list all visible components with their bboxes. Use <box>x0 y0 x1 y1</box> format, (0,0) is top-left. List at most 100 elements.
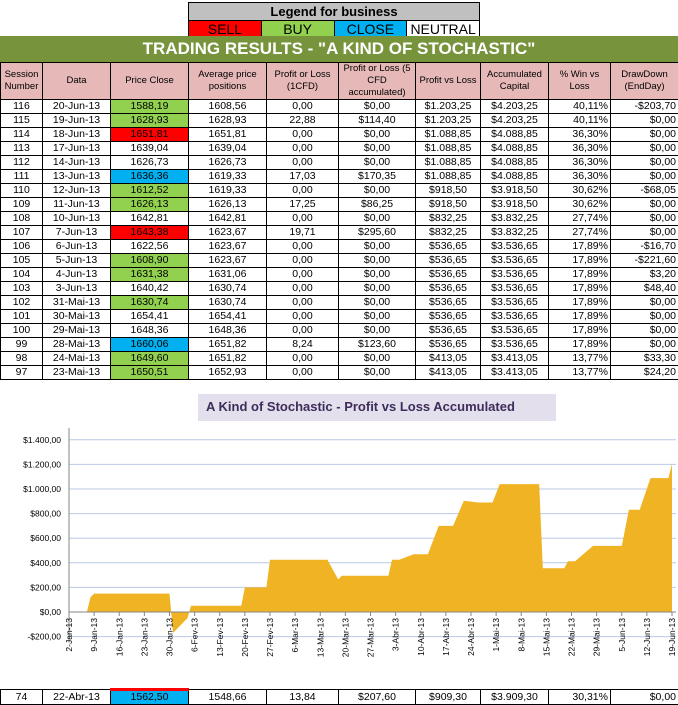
x-tick-label: 2-Jan-13 <box>64 618 74 652</box>
table-cell: $0,00 <box>611 128 678 142</box>
x-tick-label: 27-Mar-13 <box>366 618 376 657</box>
price-close-cell: 1649,60 <box>111 352 189 366</box>
table-cell: 114 <box>1 128 43 142</box>
table-cell: $832,25 <box>416 226 481 240</box>
table-cell: 1648,36 <box>189 324 267 338</box>
table-cell: $3.413,05 <box>481 366 549 380</box>
table-cell: $0,00 <box>611 296 678 310</box>
table-cell: 36,30% <box>549 128 611 142</box>
table-cell: 30,31% <box>549 690 611 705</box>
table-cell: 1630,74 <box>189 296 267 310</box>
table-cell: 1654,41 <box>189 310 267 324</box>
profit-loss-chart: -$200,00$0,00$200,00$400,00$600,00$800,0… <box>0 425 678 687</box>
x-tick-label: 5-Jun-13 <box>617 618 627 652</box>
legend-sell: SELL <box>189 21 262 37</box>
price-close-cell: 1648,36 <box>111 324 189 338</box>
table-cell: $48,40 <box>611 282 678 296</box>
x-tick-label: 20-Fev-13 <box>240 618 250 657</box>
table-cell: 112 <box>1 156 43 170</box>
table-cell: 1619,33 <box>189 170 267 184</box>
column-header: Profit or Loss (1CFD) <box>267 63 339 100</box>
x-tick-label: 24-Abr-13 <box>466 618 476 656</box>
table-cell: $0,00 <box>339 184 416 198</box>
price-close-cell: 1628,93 <box>111 114 189 128</box>
table-cell: $536,65 <box>416 254 481 268</box>
price-close-cell: 1608,90 <box>111 254 189 268</box>
table-cell: 0,00 <box>267 296 339 310</box>
table-cell: 1639,04 <box>189 142 267 156</box>
table-cell: $3.536,65 <box>481 268 549 282</box>
table-cell: 0,00 <box>267 366 339 380</box>
x-tick-label: 13-Mar-13 <box>315 618 325 657</box>
table-cell: 1631,06 <box>189 268 267 282</box>
table-cell: $3.918,50 <box>481 198 549 212</box>
price-close-cell: 1640,42 <box>111 282 189 296</box>
table-cell: 22,88 <box>267 114 339 128</box>
table-cell: 36,30% <box>549 156 611 170</box>
table-cell: 1623,67 <box>189 240 267 254</box>
y-tick-label: $1.400,00 <box>23 435 61 445</box>
table-cell: 17,89% <box>549 254 611 268</box>
table-cell: $0,00 <box>339 282 416 296</box>
x-tick-label: 19-Jun-13 <box>667 618 677 657</box>
table-cell: 10-Jun-13 <box>43 212 111 226</box>
table-cell: 109 <box>1 198 43 212</box>
table-cell: $918,50 <box>416 184 481 198</box>
table-cell: -$221,60 <box>611 254 678 268</box>
table-cell: $0,00 <box>611 226 678 240</box>
table-cell: $1.088,85 <box>416 156 481 170</box>
table-cell: $0,00 <box>339 268 416 282</box>
table-cell: 0,00 <box>267 282 339 296</box>
table-cell: 1651,82 <box>189 352 267 366</box>
table-cell: 11-Jun-13 <box>43 198 111 212</box>
column-header: Average price positions <box>189 63 267 100</box>
y-tick-label: $1.000,00 <box>23 484 61 494</box>
table-cell: 99 <box>1 338 43 352</box>
table-cell: 36,30% <box>549 170 611 184</box>
table-cell: 29-Mai-13 <box>43 324 111 338</box>
table-cell: 30,62% <box>549 198 611 212</box>
table-cell: $413,05 <box>416 352 481 366</box>
table-cell: $0,00 <box>611 310 678 324</box>
table-cell: $0,00 <box>611 324 678 338</box>
table-cell: $536,65 <box>416 282 481 296</box>
price-close-cell: 1651,81 <box>111 128 189 142</box>
legend-title: Legend for business <box>188 2 480 20</box>
table-cell: $0,00 <box>339 366 416 380</box>
table-cell: $123,60 <box>339 338 416 352</box>
table-cell: 6-Jun-13 <box>43 240 111 254</box>
y-tick-label: $600,00 <box>30 533 61 543</box>
price-close-cell: 1631,38 <box>111 268 189 282</box>
table-cell: 14-Jun-13 <box>43 156 111 170</box>
column-header: Profit vs Loss <box>416 63 481 100</box>
table-cell: 104 <box>1 268 43 282</box>
table-cell: $0,00 <box>611 114 678 128</box>
table-cell: 0,00 <box>267 128 339 142</box>
table-cell: 8,24 <box>267 338 339 352</box>
table-cell: 13,77% <box>549 352 611 366</box>
x-tick-label: 30-Jan-13 <box>165 618 175 657</box>
table-cell: $0,00 <box>339 156 416 170</box>
column-header: DrawDown (EndDay) <box>611 63 678 100</box>
legend-neutral: NEUTRAL <box>407 21 479 37</box>
table-cell: 1608,56 <box>189 100 267 114</box>
table-cell: $170,35 <box>339 170 416 184</box>
column-header: Session Number <box>1 63 43 100</box>
table-cell: $0,00 <box>611 338 678 352</box>
table-cell: 0,00 <box>267 156 339 170</box>
price-close-cell: 1642,81 <box>111 212 189 226</box>
table-cell: 40,11% <box>549 100 611 114</box>
price-close-cell: 1643,38 <box>111 226 189 240</box>
column-header: Data <box>43 63 111 100</box>
table-cell: $3.536,65 <box>481 324 549 338</box>
legend-close: CLOSE <box>335 21 408 37</box>
table-cell: 0,00 <box>267 142 339 156</box>
column-header: Profit or Loss (5 CFD accumulated) <box>339 63 416 100</box>
y-tick-label: $1.200,00 <box>23 459 61 469</box>
